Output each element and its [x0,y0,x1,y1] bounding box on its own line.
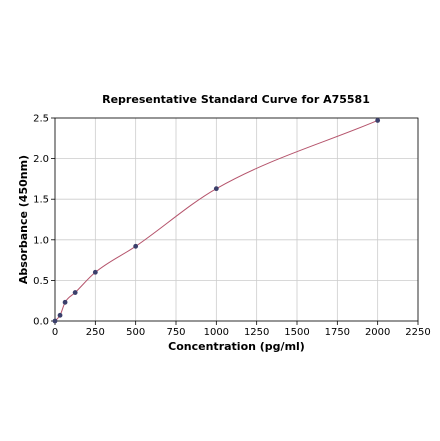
y-tick-label: 2.0 [33,154,49,165]
x-tick-label: 2250 [405,327,430,338]
x-tick-label: 1500 [284,327,309,338]
x-tick-label: 0 [52,327,58,338]
x-tick-label: 1250 [244,327,269,338]
data-point [92,269,98,275]
axis-ticks: 0 250 500 750 1000 1250 1500 1750 2000 2250 0.0 0.5… [33,114,431,339]
data-point [213,186,219,192]
data-point [375,118,381,123]
data-points [52,118,381,324]
chart-title: Representative Standard Curve for A75581 [102,93,370,106]
y-tick-label: 0.0 [33,317,49,328]
x-tick-label: 500 [126,327,145,338]
y-tick-label: 1.0 [33,235,49,246]
x-tick-label: 250 [86,327,105,338]
data-point [52,318,58,324]
y-axis-label: Absorbance (450nm) [17,155,30,284]
x-tick-label: 750 [166,327,185,338]
data-point [72,290,78,295]
x-tick-label: 1000 [204,327,229,338]
x-tick-label: 2000 [365,327,390,338]
data-point [133,243,139,249]
plot-area-frame [54,117,419,322]
data-point [62,299,68,305]
y-tick-label: 0.5 [33,276,49,287]
y-tick-label: 2.5 [33,114,49,125]
y-tick-label: 1.5 [33,195,49,206]
x-tick-label: 1750 [325,327,350,338]
grid-lines [54,117,419,322]
x-axis-label: Concentration (pg/ml) [168,340,305,353]
data-point [57,312,63,318]
